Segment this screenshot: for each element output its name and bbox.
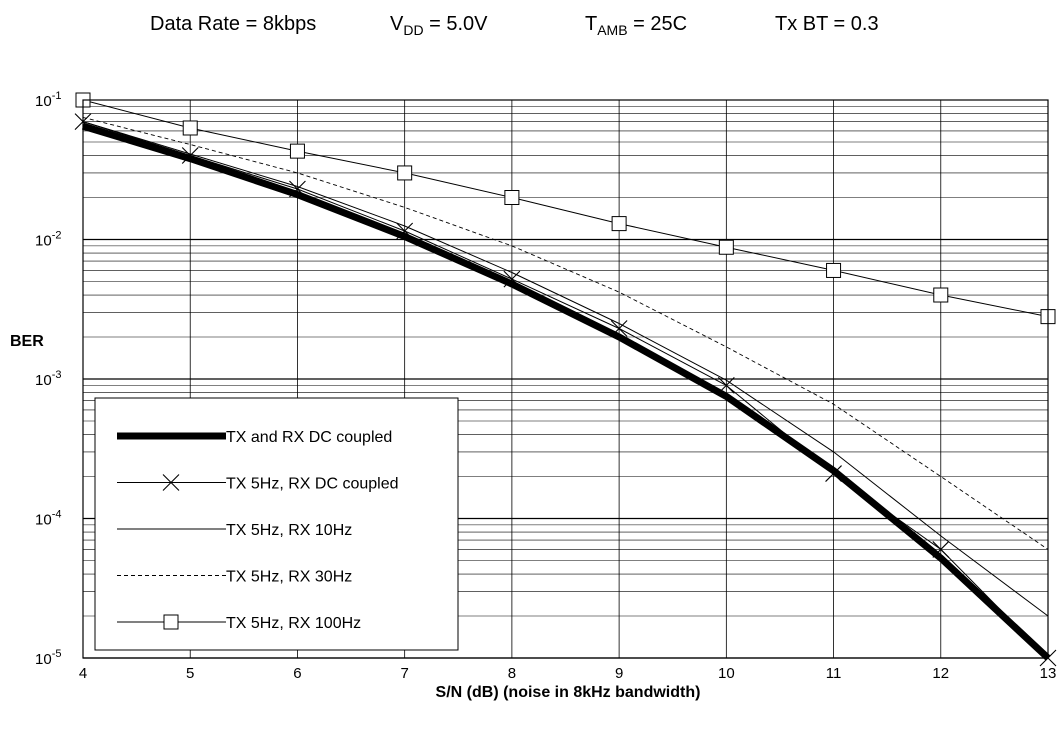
legend-entry-1: TX and RX DC coupled [117, 429, 392, 446]
y-tick-label: 10-5 [35, 648, 61, 668]
legend-box [94, 397, 459, 651]
x-tick-label: 6 [293, 665, 301, 682]
legend-label: TX 5Hz, RX 30Hz [226, 569, 352, 586]
condition-vdd-value: = 5.0V [424, 13, 489, 35]
condition-vdd-subscript: DD [403, 22, 423, 38]
legend-label: TX 5Hz, RX DC coupled [226, 476, 399, 493]
marker-x [503, 270, 521, 288]
marker-x [396, 222, 414, 240]
y-tick-label: 10-1 [35, 90, 61, 110]
marker-x [289, 180, 306, 198]
x-axis-label: S/N (dB) (noise in 8kHz bandwidth) [436, 684, 701, 701]
tick-labels: 4 5 6 7 8 9 10 11 12 13 10-1 10-2 10-3 10-4 10-5 [35, 90, 1056, 682]
marker-x [162, 474, 180, 491]
chart-conditions: Data Rate = 8kbps VDD = 5.0V TAMB = 25C … [150, 13, 879, 38]
legend-label: TX 5Hz, RX 10Hz [226, 522, 352, 539]
condition-tamb: T [585, 13, 597, 35]
marker-square [163, 614, 179, 630]
marker-x [932, 541, 950, 558]
marker-x [610, 320, 628, 337]
x-tick-label: 9 [615, 665, 623, 682]
x-tick-label: 7 [400, 665, 408, 682]
x-tick-label: 5 [186, 665, 194, 682]
y-axis-label: BER [10, 333, 44, 350]
legend-label: TX 5Hz, RX 100Hz [226, 615, 361, 632]
marker-square [718, 239, 734, 255]
marker-x [181, 147, 199, 164]
x-tick-label: 12 [932, 665, 949, 682]
series-line [82, 116, 1049, 550]
series-line [81, 122, 1051, 661]
legend-entry-5: TX 5Hz, RX 100Hz [117, 614, 361, 632]
series-3 [82, 121, 1049, 617]
marker-x [825, 465, 842, 482]
legend: TX and RX DC coupled TX 5Hz, RX DC couple… [94, 397, 459, 651]
condition-data-rate: Data Rate = 8kbps [150, 13, 316, 35]
series-line [82, 121, 1049, 659]
marker-square [397, 165, 413, 181]
series-1 [81, 122, 1051, 661]
x-tick-label: 8 [508, 665, 516, 682]
series-4 [82, 116, 1049, 550]
x-tick-label: 4 [79, 665, 87, 682]
plot-frame [82, 99, 1049, 659]
x-tick-label: 10 [718, 665, 735, 682]
marker-x [717, 376, 735, 394]
marker-square [933, 287, 949, 303]
legend-entry-3: TX 5Hz, RX 10Hz [117, 522, 352, 539]
marker-square [289, 143, 305, 159]
marker-square [826, 262, 842, 278]
marker-square [182, 120, 198, 136]
condition-vdd: V [390, 13, 404, 35]
y-tick-label: 10-2 [35, 230, 61, 250]
marker-square [504, 190, 520, 206]
legend-entry-2: TX 5Hz, RX DC coupled [117, 474, 399, 493]
series-line [82, 99, 1049, 318]
x-tick-label: 13 [1040, 665, 1057, 682]
x-tick-label: 11 [826, 665, 842, 682]
condition-tamb-value: = 25C [628, 13, 687, 35]
condition-tx-bt: Tx BT = 0.3 [775, 13, 879, 35]
y-tick-label: 10-3 [35, 369, 61, 389]
series-line [82, 121, 1049, 617]
y-tick-label: 10-4 [35, 509, 61, 529]
legend-entry-4: TX 5Hz, RX 30Hz [117, 569, 352, 586]
legend-label: TX and RX DC coupled [226, 429, 392, 446]
condition-tamb-subscript: AMB [597, 22, 627, 38]
marker-square [611, 216, 627, 232]
series-5 [75, 92, 1056, 325]
